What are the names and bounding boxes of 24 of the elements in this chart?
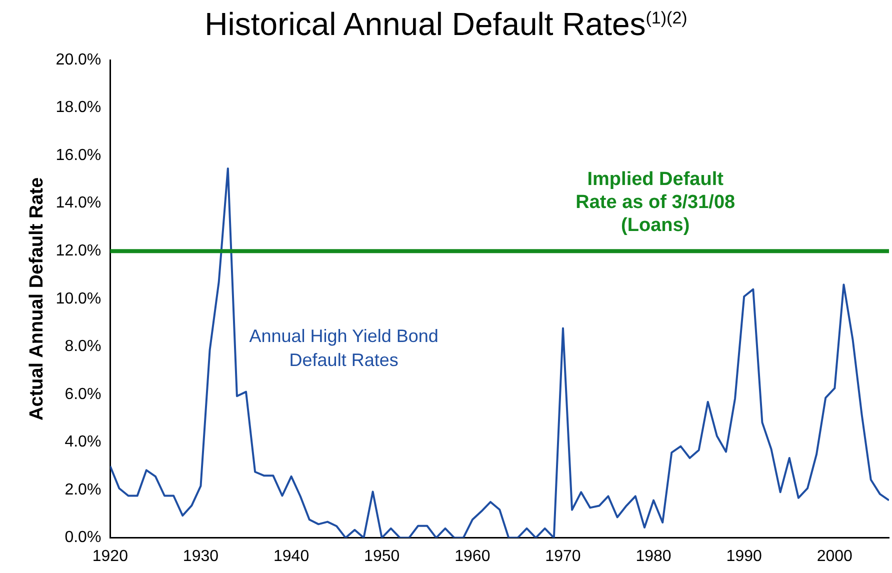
- x-tick-label: 1940: [273, 548, 310, 565]
- x-tick-label: 1970: [545, 548, 581, 565]
- x-tick-label: 1960: [454, 548, 490, 565]
- y-tick-label: 10.0%: [56, 290, 102, 308]
- y-tick-label: 18.0%: [56, 99, 102, 116]
- y-tick-label: 12.0%: [56, 242, 102, 260]
- chart-title: Historical Annual Default Rates$^{(1)(2)}$: [204, 6, 688, 43]
- x-tick-label: 1920: [92, 548, 128, 565]
- x-tick-label: 1930: [182, 548, 219, 565]
- y-tick-label: 0.0%: [64, 529, 102, 546]
- x-tick-label: 1980: [636, 548, 672, 565]
- y-tick-label: 4.0%: [64, 434, 102, 451]
- y-tick-label: 2.0%: [64, 481, 102, 498]
- ref-line-label: Implied Default Rate as of 3/31/08 (Loans): [576, 169, 736, 236]
- y-axis-title: Actual Annual Default Rate: [26, 177, 48, 420]
- series-label: Annual High Yield Bond Default Rates: [249, 326, 438, 370]
- y-tick-label: 16.0%: [56, 146, 102, 164]
- y-tick-label: 20.0%: [56, 51, 102, 68]
- y-tick-label: 6.0%: [64, 386, 102, 403]
- x-tick-label: 1990: [726, 548, 762, 565]
- x-tick-label: 2000: [816, 548, 853, 565]
- x-tick-label: 1950: [364, 548, 400, 565]
- y-tick-label: 8.0%: [64, 338, 102, 356]
- y-tick-label: 14.0%: [56, 194, 102, 212]
